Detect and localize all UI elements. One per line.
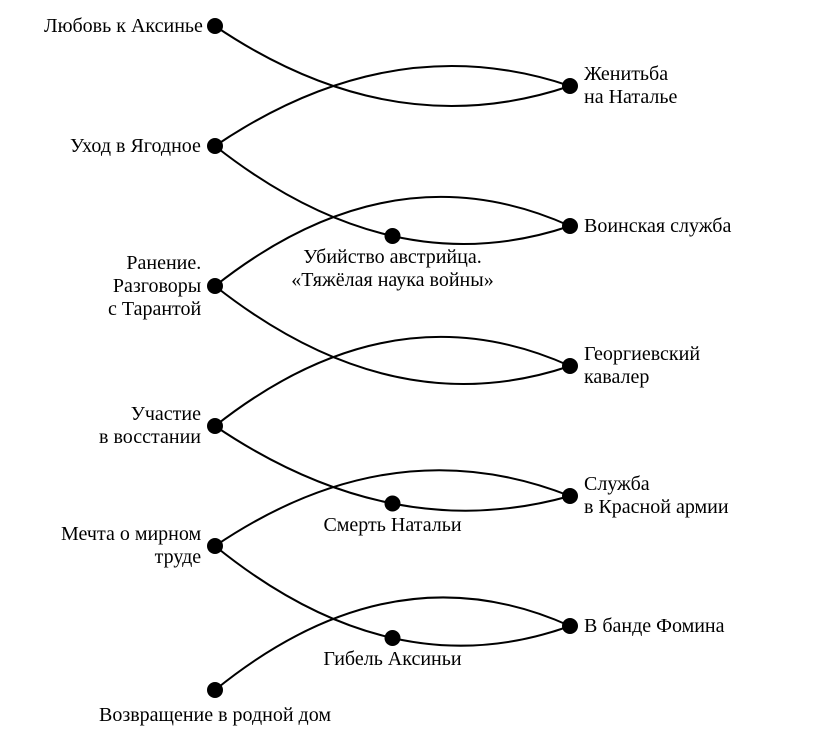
n-sluzhba-label: Воинская служба [584,215,731,238]
n-avstr-label: Убийство австрийца. «Тяжёлая наука войны… [291,246,493,292]
n-mechta-label: Мечта о мирном труде [61,523,201,569]
n-ranenie-label: Ранение. Разговоры с Тарантой [108,252,201,321]
n-georgiev-label: Георгиевский кавалер [584,343,700,389]
n-vosstanie-label: Участие в восстании [99,403,201,449]
n-yagodnoe-label: Уход в Ягодное [70,135,201,158]
n-aksinya-label: Любовь к Аксинье [44,15,203,38]
n-smert-label: Смерть Натальи [323,514,461,537]
diagram-stage: Любовь к Аксинье Уход в Ягодное Ранение. Р… [0,0,820,730]
n-gibel-label: Гибель Аксиньи [323,648,461,671]
n-krasnaya-label: Служба в Красной армии [584,473,729,519]
n-vozvr-label: Возвращение в родной дом [99,704,331,727]
n-fomin-label: В банде Фомина [584,615,725,638]
n-zhenitba-label: Женитьба на Наталье [584,63,677,109]
